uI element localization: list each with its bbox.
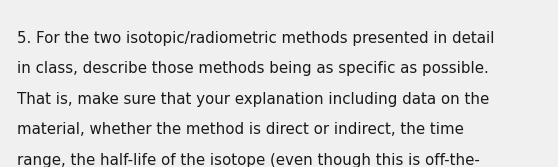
Text: That is, make sure that your explanation including data on the: That is, make sure that your explanation… (17, 92, 489, 107)
Text: in class, describe those methods being as specific as possible.: in class, describe those methods being a… (17, 61, 488, 76)
Text: material, whether the method is direct or indirect, the time: material, whether the method is direct o… (17, 122, 464, 137)
Text: range, the half-life of the isotope (even though this is off-the-: range, the half-life of the isotope (eve… (17, 153, 479, 167)
Text: 5. For the two isotopic/radiometric methods presented in detail: 5. For the two isotopic/radiometric meth… (17, 31, 494, 46)
